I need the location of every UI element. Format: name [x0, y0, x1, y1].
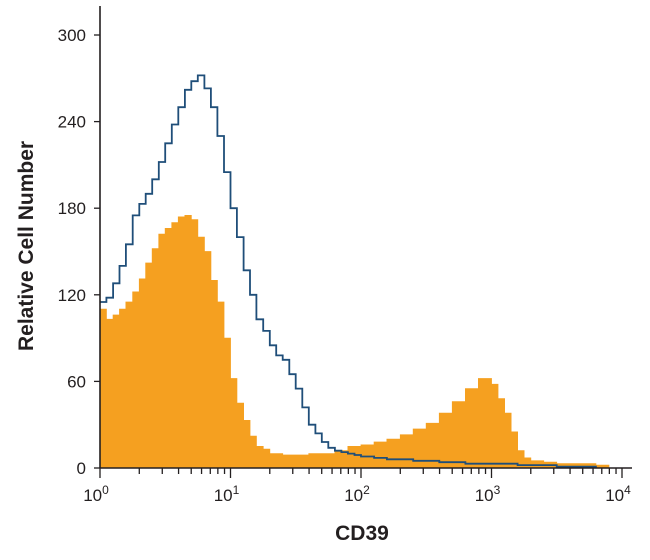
x-tick-label: 102 — [344, 483, 370, 505]
y-tick-label: 240 — [58, 113, 86, 132]
x-tick-label: 100 — [83, 483, 109, 505]
y-tick-label: 0 — [77, 459, 86, 478]
x-tick-label: 101 — [214, 483, 240, 505]
outline-histogram-series — [100, 74, 597, 468]
ticks: 0 60 120 180 240 300 100 101 102 103 104 — [58, 26, 631, 505]
y-axis-title: Relative Cell Number — [15, 141, 38, 351]
filled-histogram-series — [99, 215, 610, 469]
y-tick-label: 60 — [67, 372, 86, 391]
y-tick-label: 300 — [58, 26, 86, 45]
x-tick-label: 104 — [605, 483, 631, 505]
x-tick-label: 103 — [475, 483, 501, 505]
y-tick-label: 120 — [58, 286, 86, 305]
plot-area — [99, 74, 610, 469]
x-axis-title: CD39 — [335, 522, 389, 545]
axes — [99, 6, 632, 469]
y-tick-label: 180 — [58, 199, 86, 218]
